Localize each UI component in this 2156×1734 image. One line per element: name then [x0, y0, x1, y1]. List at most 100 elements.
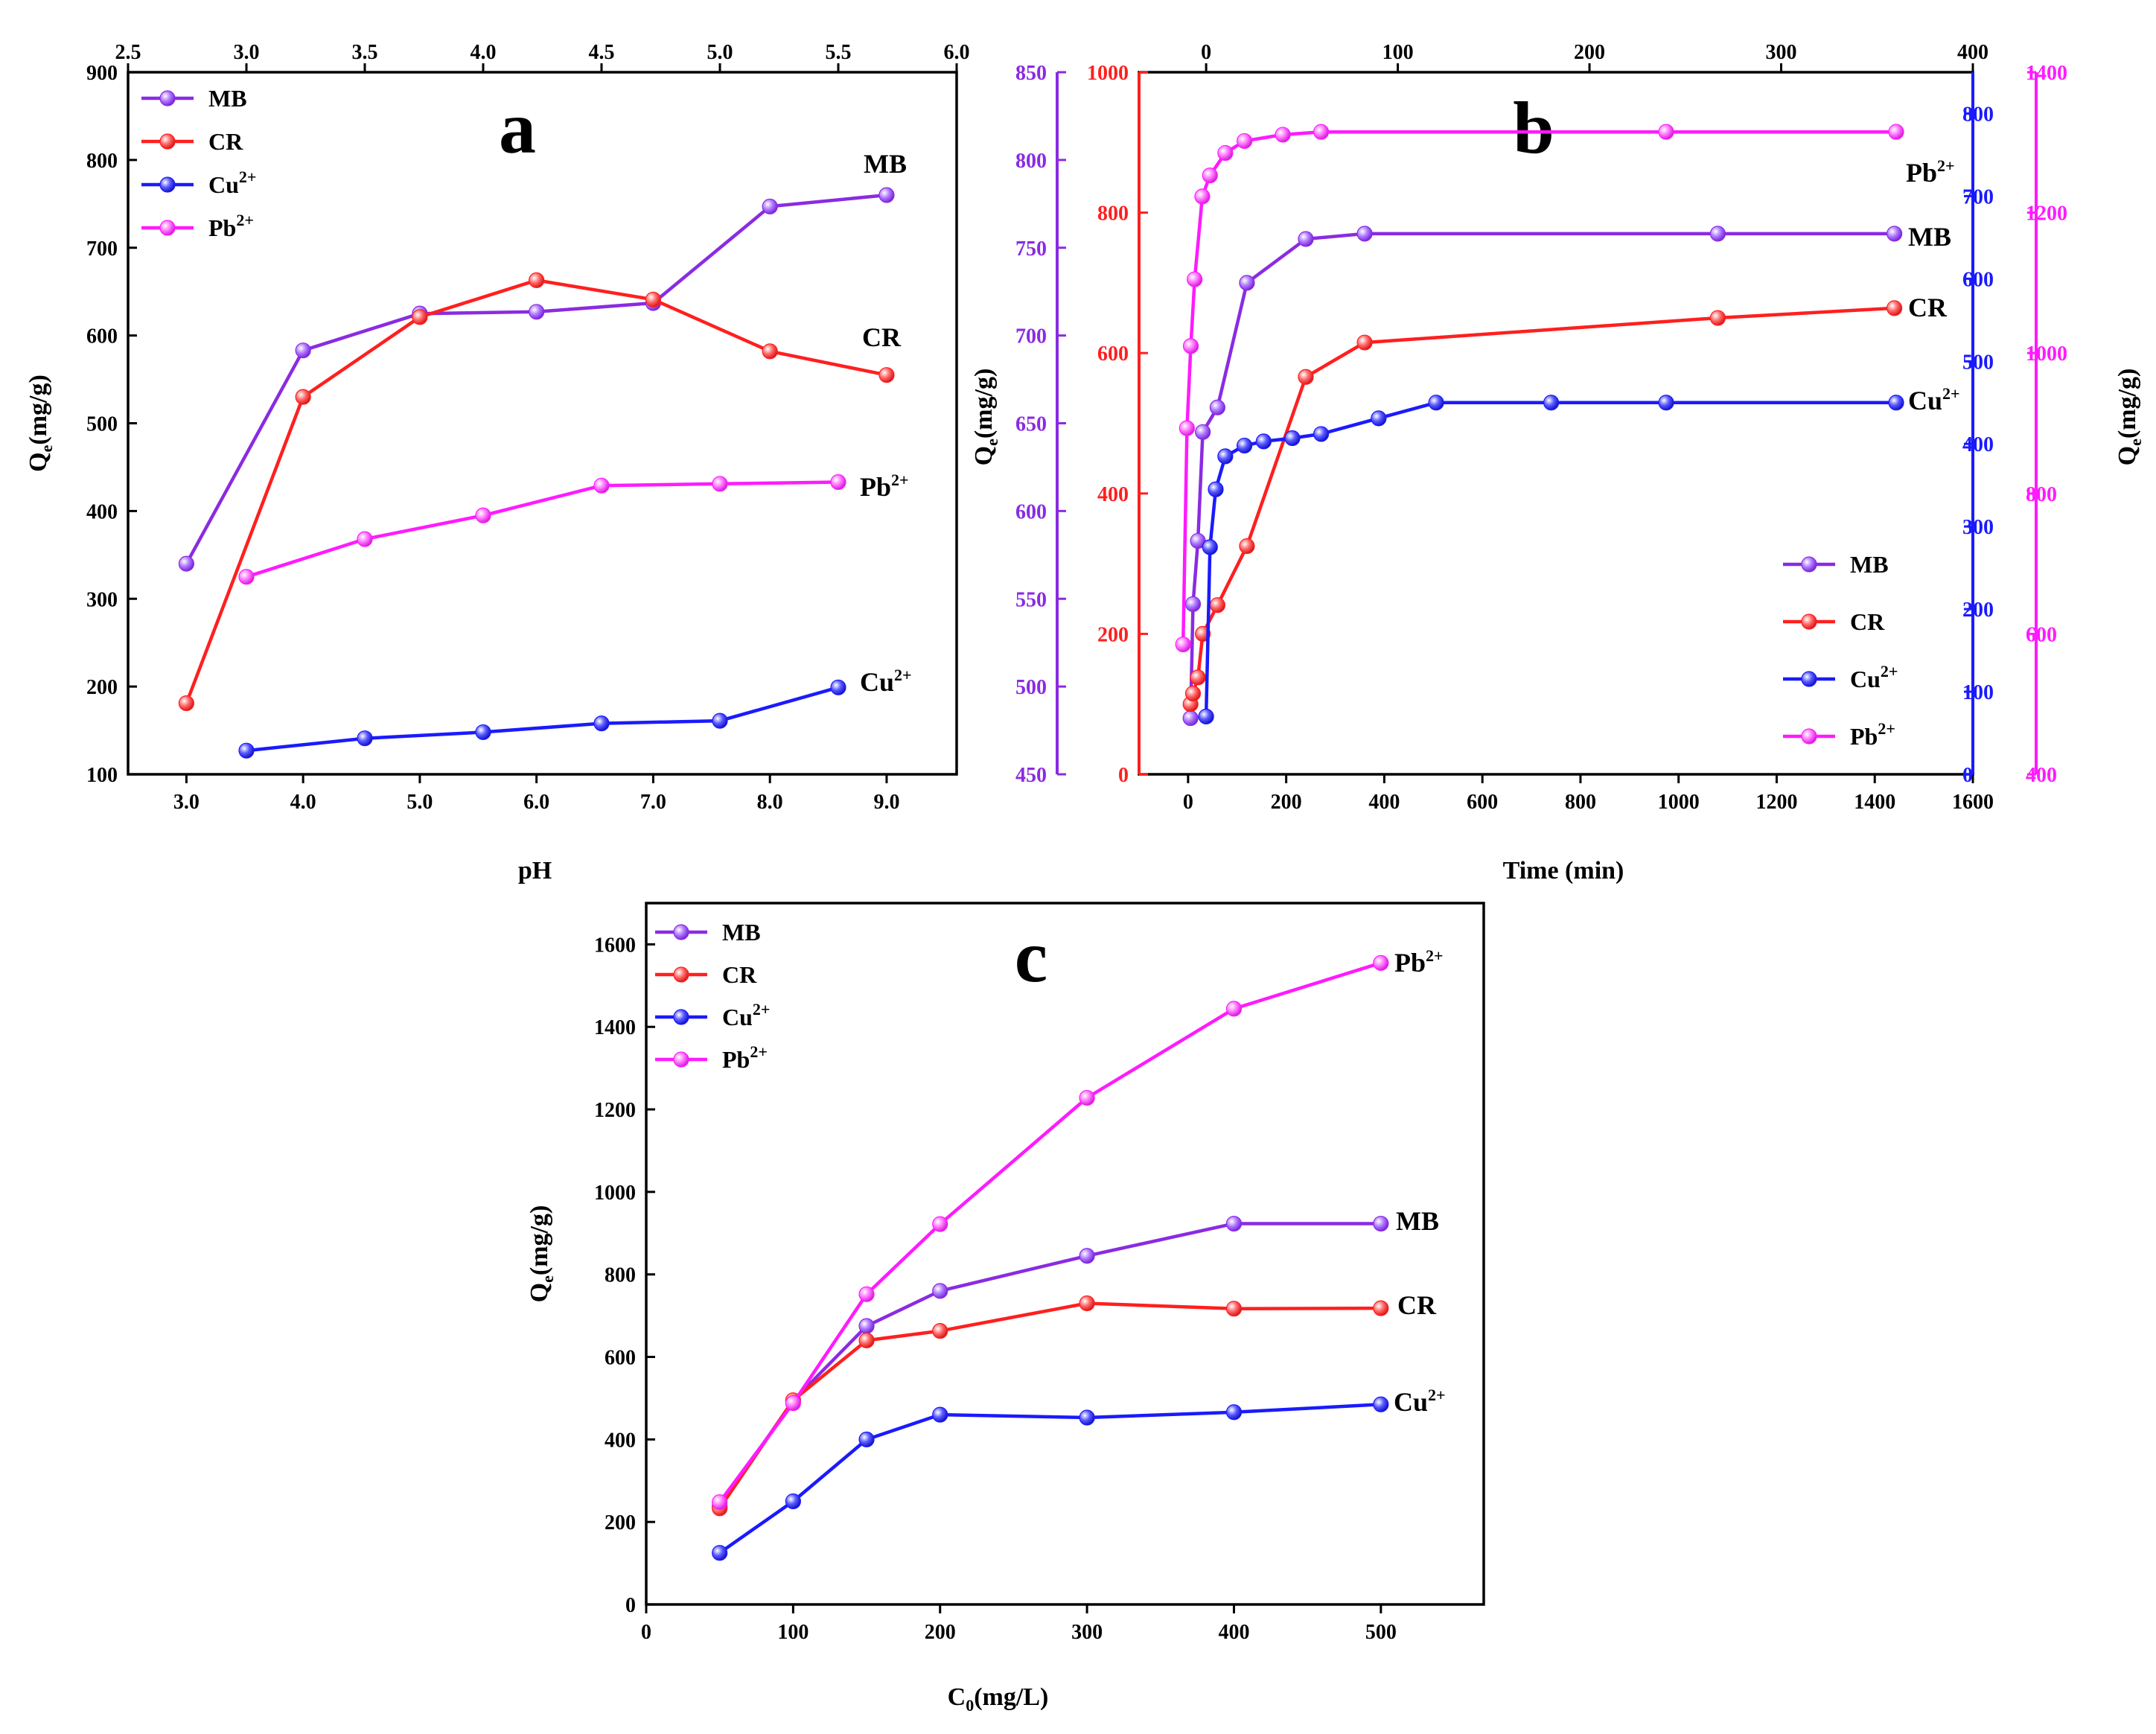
y-axis-a-tick-label: 100	[86, 764, 118, 787]
y-axis-title-b-left-part: (mg/g)	[970, 369, 998, 439]
c-legend-marker	[673, 1009, 689, 1025]
x-axis-title-a: pH	[518, 857, 552, 884]
series-Cu-b-point	[1202, 539, 1218, 555]
x-axis-a-tick-label: 3.0	[173, 791, 200, 814]
y-axis-cu-tick-label: 800	[1962, 103, 1994, 126]
x-axis-c-tick-label: 400	[1218, 1621, 1249, 1644]
y-axis-mb-tick-label: 550	[1015, 588, 1047, 611]
y-axis-title-b-right-part: Q	[2114, 446, 2141, 465]
series-CR-b-point	[1209, 597, 1226, 613]
y-axis-mb-tick-label: 700	[1015, 325, 1047, 348]
series-Pb-a-point	[712, 476, 728, 492]
c-legend-label-text: Pb	[722, 1046, 750, 1073]
series-CR-b-line	[1189, 306, 1895, 705]
series-CR-b-point	[1184, 685, 1202, 702]
series-Pb-a-point	[475, 507, 491, 523]
series-Cu-c-line	[718, 1403, 1381, 1555]
y-axis-a-tick-label: 500	[86, 413, 118, 436]
chart-panel-a: 3.0 4.0 5.0 6.0 7.0 8.0 9.0 2.5 3.0 3.5 4.0 4.5 5.0 5…	[25, 41, 970, 884]
series-MB-a-point	[529, 304, 545, 320]
a-legend-label: Pb2+	[208, 211, 254, 241]
series-label-a: CR	[862, 322, 902, 352]
series-Cu-a-point	[475, 724, 491, 741]
series-CR-a-point	[762, 343, 778, 360]
y-axis-a-tick-label: 700	[86, 238, 118, 261]
series-MB-b-point	[1195, 424, 1211, 440]
series-Pb-b-point	[1275, 127, 1291, 143]
y-axis-title-b-right: Qe(mg/g)	[2114, 369, 2145, 466]
series-Cu-b-point	[1543, 395, 1560, 411]
series-Pb-c-point	[858, 1286, 875, 1302]
y-axis-mb-tick-label: 500	[1015, 676, 1047, 699]
series-MB-b-point	[1886, 226, 1903, 242]
series-Pb-b-point	[1217, 144, 1234, 162]
top-axis-a-tick-label: 3.5	[352, 41, 378, 64]
series-CR-b-point	[1298, 369, 1314, 385]
series-MB-c-point	[1225, 1215, 1243, 1232]
series-Cu-b-line	[1204, 401, 1896, 717]
y-axis-cr-tick-label: 1000	[1087, 62, 1129, 85]
series-label-a-sup: 2+	[891, 471, 909, 489]
x-axis-b-tick-label: 1200	[1755, 791, 1797, 814]
b-legend-label-sup: 2+	[1881, 662, 1898, 680]
series-Cu-b-point	[1888, 395, 1904, 411]
series-Pb-c-point	[1079, 1089, 1095, 1106]
y-axis-title-b-left-part: Q	[970, 446, 998, 465]
y-axis-a-tick-label: 200	[86, 676, 118, 699]
x-axis-c-tick-label: 200	[925, 1621, 956, 1644]
series-label-c: Cu2+	[1394, 1386, 1446, 1417]
y-axis-mb-tick-label: 450	[1015, 764, 1047, 787]
series-CR-c-point	[858, 1332, 875, 1348]
series-MB-a-point	[878, 187, 895, 203]
y-axis-pb-tick-label: 400	[2026, 764, 2057, 787]
series-label-b-sup: 2+	[1942, 384, 1960, 403]
x-axis-b-tick-label: 0	[1183, 791, 1193, 814]
x-axis-a-tick-label: 4.0	[290, 791, 316, 814]
series-Cu-c-point	[858, 1431, 875, 1447]
series-MB-a-point	[295, 342, 311, 359]
series-label-b: Cu2+	[1908, 384, 1960, 415]
series-label-b: Pb2+	[1906, 156, 1955, 188]
series-Pb-b-point	[1237, 133, 1253, 150]
c-legend-label: Pb2+	[722, 1042, 768, 1073]
series-label-b: CR	[1908, 293, 1948, 322]
a-legend-marker	[159, 220, 176, 236]
y-axis-c-tick-label: 800	[605, 1264, 636, 1287]
series-Cu-b-point	[1284, 430, 1301, 447]
series-Pb-b-point	[1187, 271, 1203, 287]
series-CR-a-point	[645, 291, 662, 307]
series-Pb-b-point	[1194, 188, 1211, 205]
series-Cu-c-point	[932, 1406, 948, 1423]
a-legend-marker	[159, 133, 176, 150]
y-axis-c-tick-label: 1200	[594, 1099, 636, 1122]
y-axis-c-tick-label: 200	[605, 1511, 636, 1534]
y-axis-c-tick-label: 1600	[594, 934, 636, 957]
series-Pb-b-point	[1313, 124, 1330, 140]
series-Cu-b-point	[1208, 481, 1224, 497]
top-axis-b-tick-label: 400	[1957, 41, 1988, 64]
series-label-b-text: CR	[1908, 293, 1948, 322]
series-label-b-sup: 2+	[1937, 156, 1955, 175]
c-legend-label: MB	[722, 919, 761, 946]
a-legend-label: Cu2+	[208, 168, 256, 198]
b-legend-label: CR	[1850, 608, 1885, 635]
series-CR-c-point	[1079, 1295, 1095, 1312]
a-legend-label-text: Pb	[208, 214, 236, 241]
top-axis-b-tick-label: 300	[1766, 41, 1797, 64]
y-axis-c-tick-label: 400	[605, 1429, 636, 1452]
y-axis-title-c-part: e	[538, 1275, 557, 1283]
series-label-a: Pb2+	[860, 471, 909, 502]
y-axis-c-tick-label: 1000	[594, 1182, 636, 1205]
series-CR-b-point	[1709, 310, 1726, 326]
series-label-b: MB	[1908, 222, 1951, 252]
b-legend-marker	[1801, 556, 1817, 573]
plot-frame-c	[645, 902, 1485, 1606]
y-axis-a-tick-label: 800	[86, 150, 118, 173]
y-axis-title-b-left-part: e	[983, 439, 1001, 446]
b-legend-label-text: CR	[1850, 608, 1885, 635]
series-label-c-sup: 2+	[1428, 1386, 1446, 1404]
series-label-a-text: MB	[864, 149, 907, 179]
series-MB-b-point	[1356, 226, 1373, 242]
y-axis-cr-tick-label: 600	[1097, 342, 1129, 366]
y-axis-title-c-part: (mg/g)	[526, 1205, 553, 1275]
